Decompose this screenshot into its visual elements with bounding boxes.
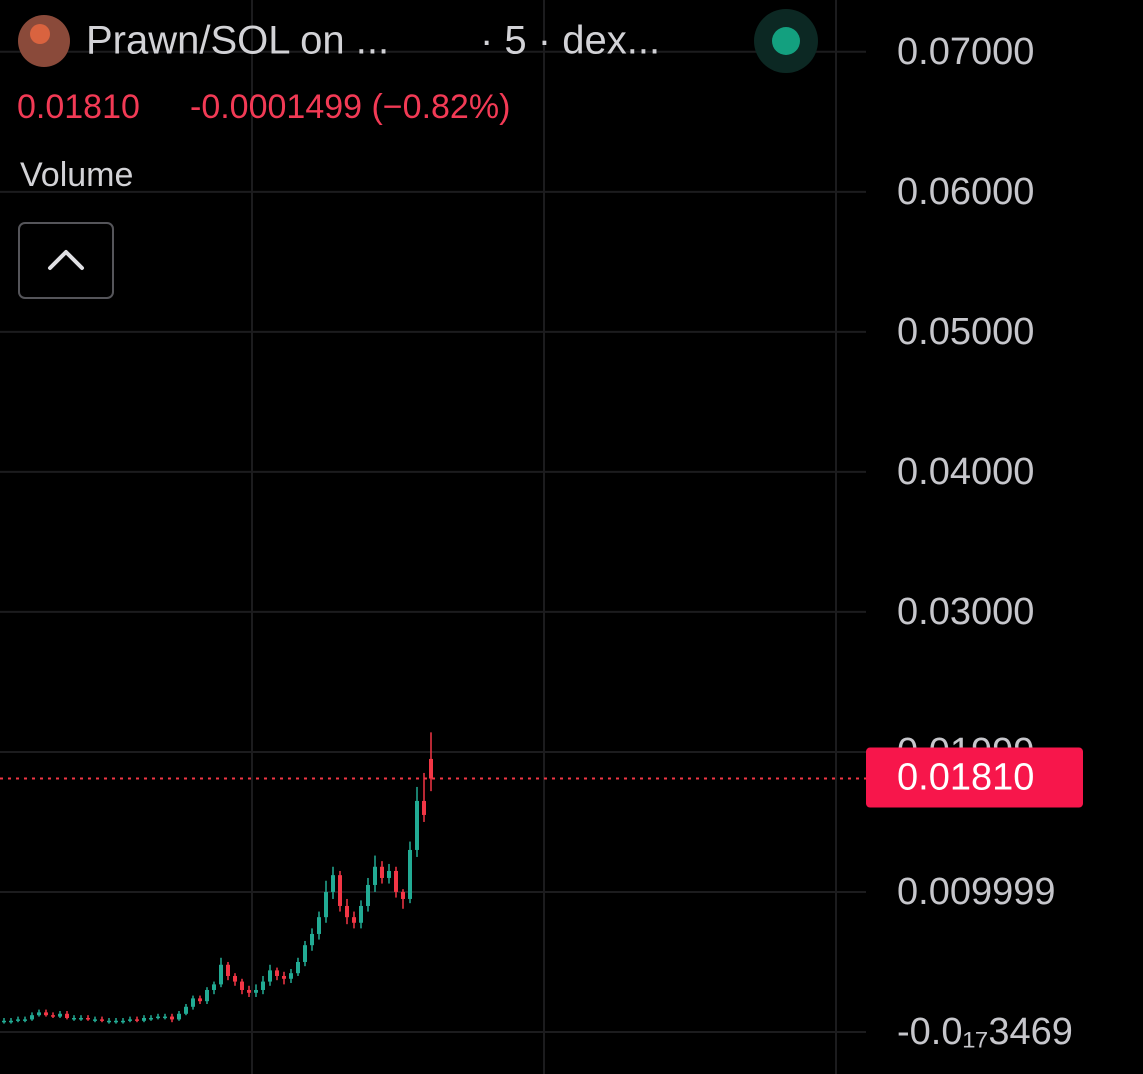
candle-body: [324, 891, 328, 918]
candle-body: [254, 989, 258, 993]
y-tick-label: 0.03000: [897, 591, 1034, 633]
candle-body: [289, 973, 293, 979]
candle-body: [317, 917, 321, 934]
candle-body: [359, 905, 363, 923]
candle-body: [310, 933, 314, 946]
candle-body: [387, 870, 391, 878]
candle-body: [338, 875, 342, 906]
candle-body: [233, 975, 237, 982]
candle-body: [93, 1019, 97, 1021]
interval: · 5 · dex...: [480, 19, 660, 63]
candle-body: [219, 964, 223, 985]
candle-body: [303, 945, 307, 962]
candle-body: [65, 1013, 69, 1018]
candle-body: [415, 800, 419, 850]
candle-body: [72, 1017, 76, 1020]
candle-body: [212, 984, 216, 990]
candle-body: [240, 981, 244, 990]
symbol: Prawn/SOL on ...: [86, 19, 389, 63]
candle-body: [275, 970, 279, 976]
candle-body: [170, 1016, 174, 1020]
candle-body: [9, 1020, 13, 1023]
candle-body: [121, 1020, 125, 1023]
candle-body: [163, 1016, 167, 1019]
indicator-label: Volume: [20, 156, 133, 194]
candle-body: [16, 1019, 20, 1021]
candle-body: [156, 1016, 160, 1019]
last-price-tag: [866, 747, 1083, 808]
candle-body: [135, 1019, 139, 1021]
candle-body: [142, 1017, 146, 1021]
y-tick-label: 0.06000: [897, 171, 1034, 213]
chevron-icon: [48, 250, 84, 270]
candle-body: [401, 891, 405, 899]
candle-body: [268, 970, 272, 982]
candle-body: [149, 1017, 153, 1020]
candle-body: [23, 1019, 27, 1021]
y-tick-label: 0.05000: [897, 311, 1034, 353]
candle-body: [184, 1006, 188, 1014]
candle-body: [247, 989, 251, 993]
candle-body: [380, 866, 384, 878]
candle-body: [296, 961, 300, 974]
candle-body: [205, 989, 209, 1002]
candle-body: [366, 884, 370, 906]
y-tick-label: 0.07000: [897, 31, 1034, 73]
avatar-detail: [30, 24, 50, 44]
candle-body: [261, 981, 265, 990]
last-price-label: 0.01810: [897, 757, 1034, 799]
candle-body: [114, 1020, 118, 1023]
price: 0.01810: [17, 88, 140, 126]
grid: [0, 50, 866, 1033]
candles: [2, 732, 433, 1024]
candle-body: [429, 758, 433, 779]
candle-body: [394, 870, 398, 892]
candle-body: [128, 1019, 132, 1021]
candle-body: [44, 1012, 48, 1016]
candle-body: [177, 1013, 181, 1020]
y-tick-label: -0.0₁₇3469: [897, 1011, 1073, 1053]
candle-body: [30, 1015, 34, 1020]
y-tick-label: 0.04000: [897, 451, 1034, 493]
overlay: Prawn/SOL on ... · 5 · dex... 0.01810 -0…: [17, 9, 818, 299]
candle-body: [345, 905, 349, 918]
candle-body: [198, 998, 202, 1002]
collapse-button[interactable]: [18, 222, 114, 299]
candle-body: [408, 849, 412, 899]
candle-body: [226, 964, 230, 976]
candle-body: [191, 998, 195, 1007]
candle-body: [373, 866, 377, 885]
candle-body: [282, 975, 286, 979]
candle-body: [51, 1015, 55, 1017]
candle-body: [107, 1020, 111, 1023]
candle-body: [58, 1013, 62, 1017]
status-dot: [772, 27, 800, 55]
change: -0.0001499 (−0.82%): [190, 88, 510, 126]
y-tick-label: 0.009999: [897, 871, 1056, 913]
candle-body: [422, 800, 426, 815]
candle-body: [86, 1017, 90, 1020]
candle-body: [352, 917, 356, 923]
candle-body: [2, 1020, 6, 1023]
candle-body: [100, 1019, 104, 1021]
candle-body: [331, 875, 335, 892]
candle-body: [79, 1017, 83, 1020]
candle-body: [37, 1012, 41, 1016]
